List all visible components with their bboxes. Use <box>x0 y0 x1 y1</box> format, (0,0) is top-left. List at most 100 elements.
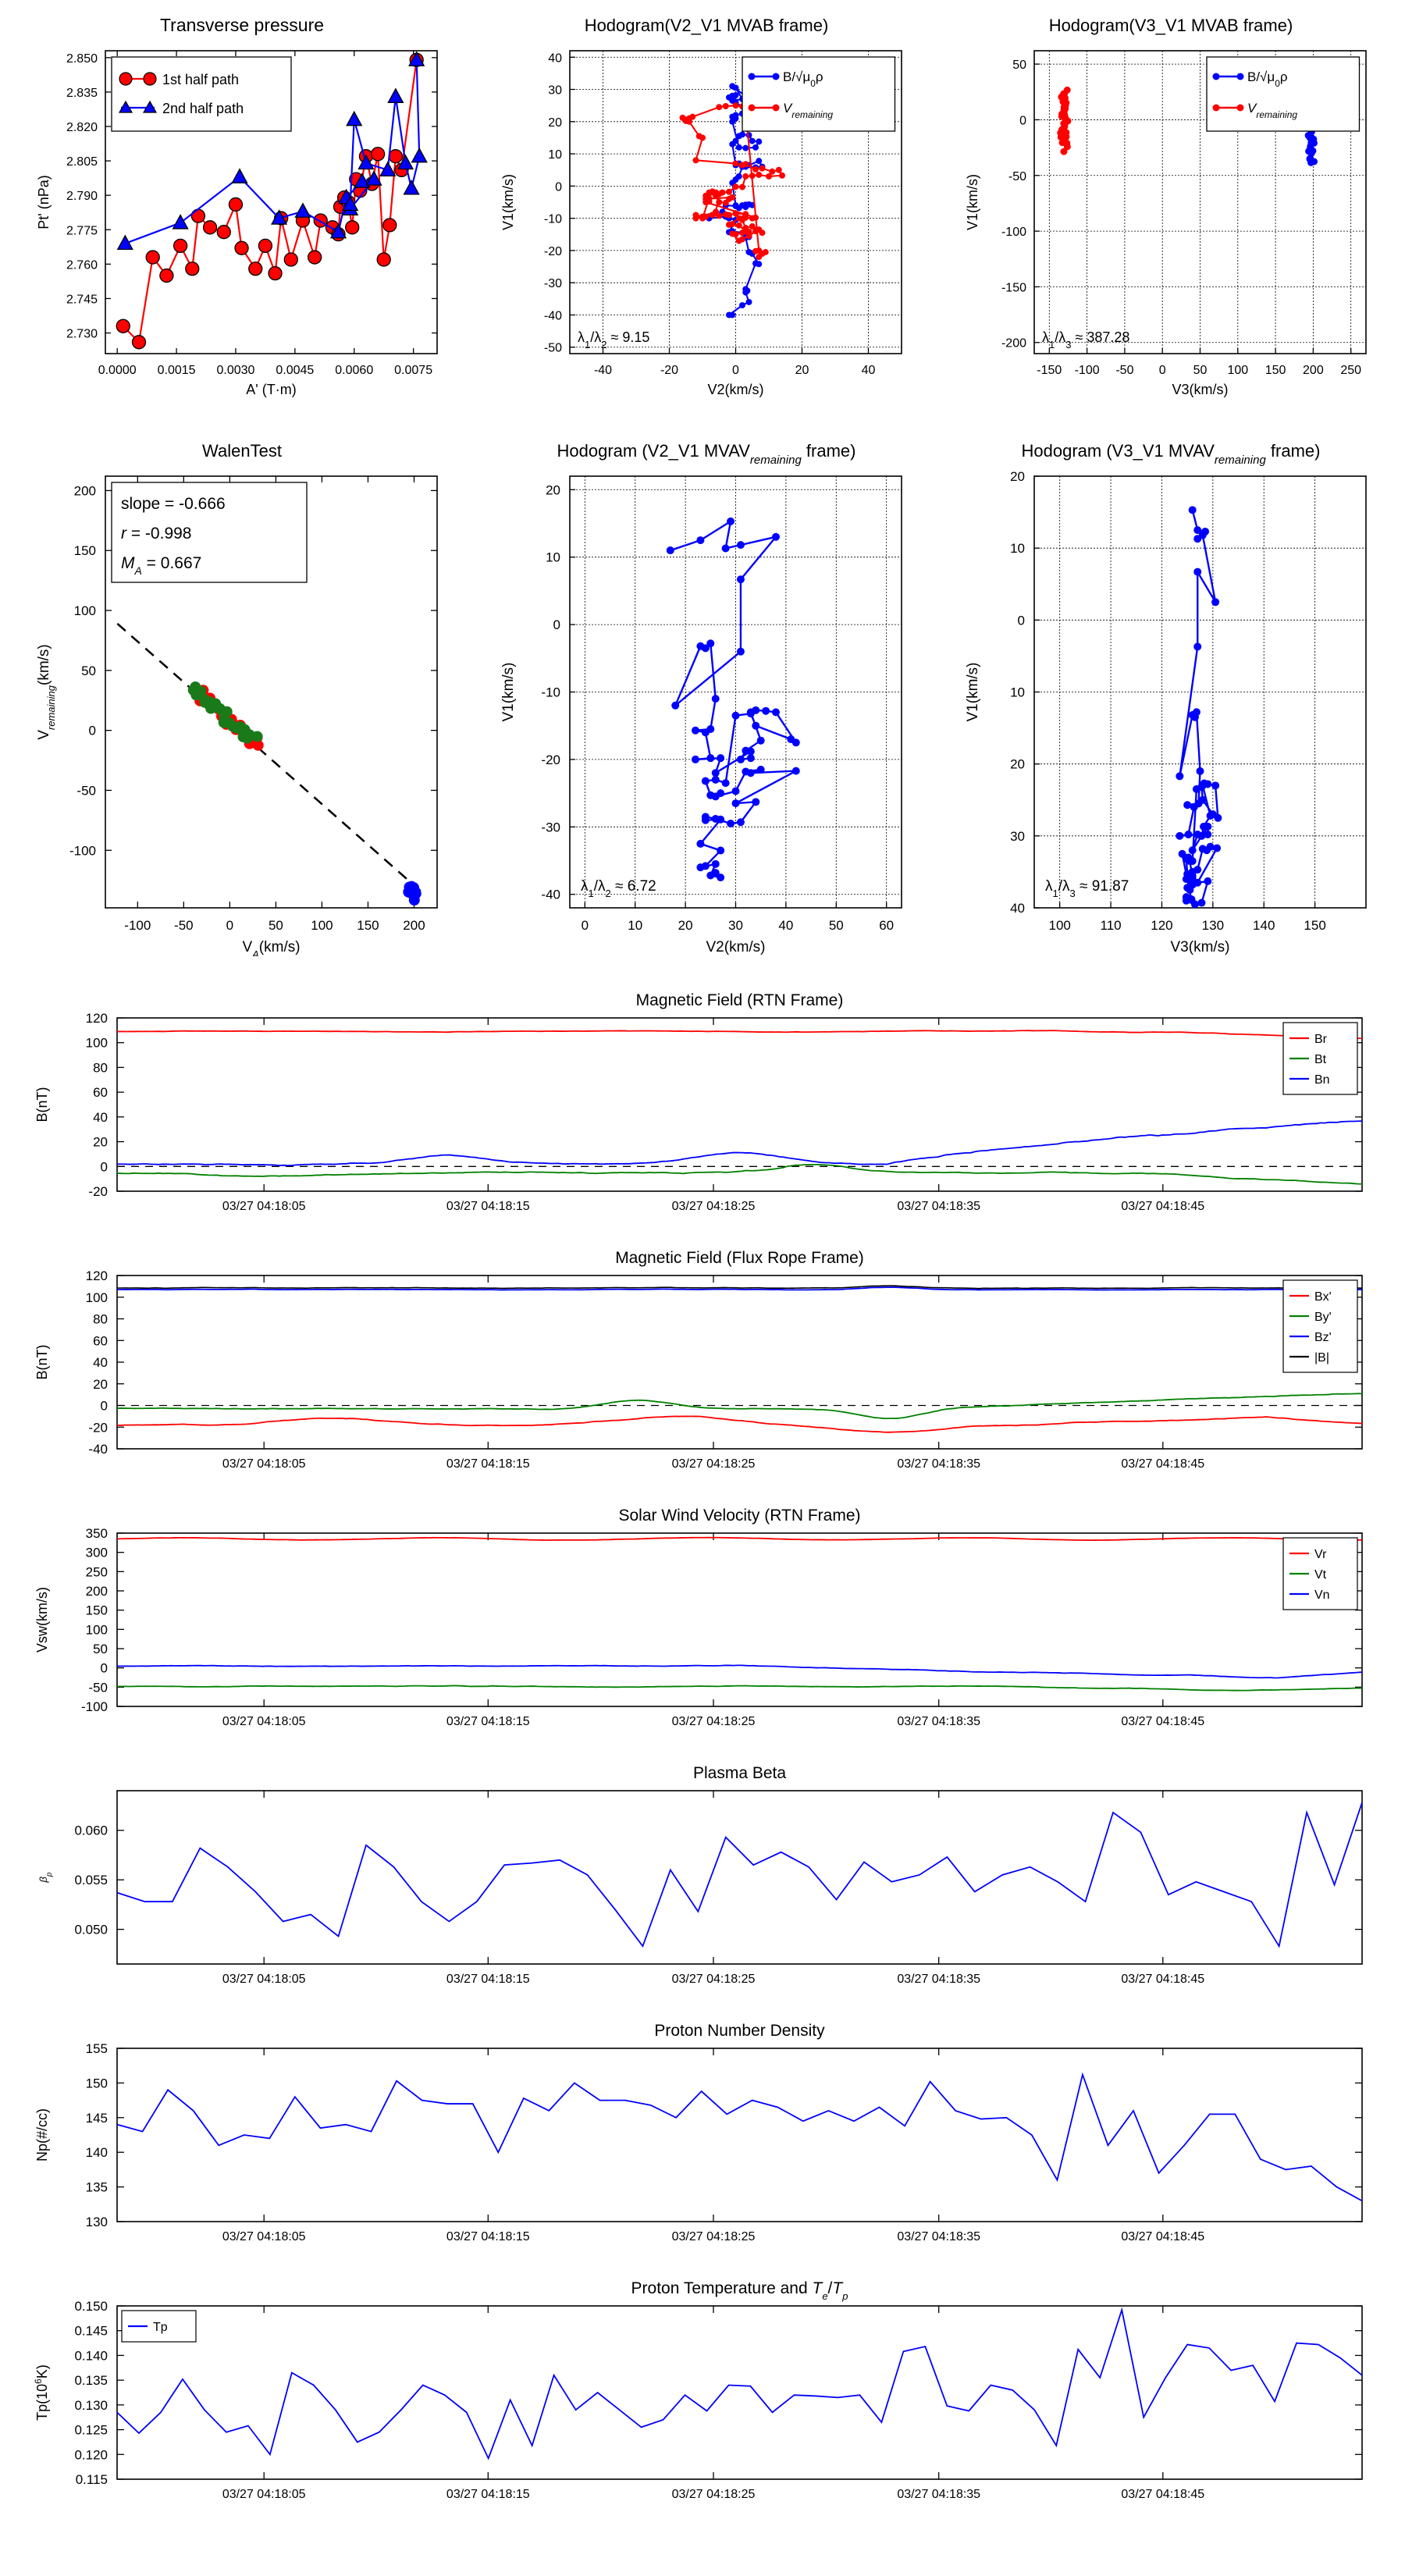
svg-text:03/27 04:18:15: 03/27 04:18:15 <box>446 1715 530 1728</box>
svg-text:2.730: 2.730 <box>66 328 98 341</box>
svg-text:V1(km/s): V1(km/s) <box>965 663 981 722</box>
svg-text:150: 150 <box>357 918 379 933</box>
svg-text:-50: -50 <box>1008 170 1026 183</box>
svg-text:150: 150 <box>74 543 96 558</box>
svg-text:Magnetic Field (RTN Frame): Magnetic Field (RTN Frame) <box>636 991 844 1009</box>
svg-text:03/27 04:18:35: 03/27 04:18:35 <box>897 1715 980 1728</box>
svg-text:-30: -30 <box>541 820 560 834</box>
svg-text:20: 20 <box>1010 469 1025 484</box>
svg-text:03/27 04:18:05: 03/27 04:18:05 <box>222 1200 306 1213</box>
svg-text:200: 200 <box>86 1584 108 1599</box>
svg-text:V1(km/s): V1(km/s) <box>965 174 980 230</box>
svg-text:100: 100 <box>86 1036 108 1051</box>
svg-text:0: 0 <box>582 918 589 933</box>
svg-text:100: 100 <box>86 1290 108 1305</box>
svg-text:B(nT): B(nT) <box>34 1087 50 1123</box>
svg-text:03/27 04:18:25: 03/27 04:18:25 <box>672 2230 756 2243</box>
svg-text:VA(km/s): VA(km/s) <box>242 939 300 956</box>
svg-text:20: 20 <box>93 1135 108 1150</box>
svg-text:30: 30 <box>1010 829 1025 844</box>
svg-text:10: 10 <box>546 550 560 565</box>
svg-text:10: 10 <box>1010 541 1025 556</box>
svg-text:Hodogram (V2_V1 MVAVremaining: Hodogram (V2_V1 MVAVremaining frame) <box>557 441 856 467</box>
svg-text:0.060: 0.060 <box>74 1823 108 1838</box>
svg-text:150: 150 <box>86 2076 108 2090</box>
svg-text:0: 0 <box>101 1399 108 1414</box>
svg-text:03/27 04:18:15: 03/27 04:18:15 <box>446 2230 530 2243</box>
svg-text:-100: -100 <box>124 918 151 933</box>
svg-text:-100: -100 <box>69 843 96 858</box>
svg-text:2.835: 2.835 <box>66 87 98 100</box>
svg-text:350: 350 <box>86 1526 108 1541</box>
svg-text:0.130: 0.130 <box>74 2398 108 2413</box>
svg-text:2.760: 2.760 <box>66 258 98 272</box>
svg-text:130: 130 <box>1202 918 1224 933</box>
svg-text:Vsw(km/s): Vsw(km/s) <box>34 1587 50 1653</box>
svg-text:Vr: Vr <box>1314 1548 1327 1561</box>
svg-text:20: 20 <box>548 116 562 130</box>
svg-text:A' (T·m): A' (T·m) <box>246 382 296 397</box>
svg-text:0.150: 0.150 <box>74 2299 108 2314</box>
svg-text:140: 140 <box>86 2145 108 2160</box>
svg-text:-20: -20 <box>88 1184 108 1199</box>
svg-text:-20: -20 <box>544 245 562 258</box>
svg-text:Hodogram(V2_V1 MVAB frame): Hodogram(V2_V1 MVAB frame) <box>585 16 829 35</box>
svg-text:03/27 04:18:15: 03/27 04:18:15 <box>446 1457 530 1471</box>
svg-text:03/27 04:18:45: 03/27 04:18:45 <box>1121 1973 1204 1986</box>
svg-text:120: 120 <box>86 1011 108 1026</box>
svg-text:03/27 04:18:05: 03/27 04:18:05 <box>222 1457 306 1471</box>
svg-text:λ1/λ3 ≈ 387.28: λ1/λ3 ≈ 387.28 <box>1042 329 1129 350</box>
svg-text:110: 110 <box>1101 918 1122 933</box>
svg-text:03/27 04:18:25: 03/27 04:18:25 <box>672 1200 756 1213</box>
svg-text:60: 60 <box>879 918 894 933</box>
svg-text:V1(km/s): V1(km/s) <box>500 663 517 722</box>
svg-text:140: 140 <box>1253 918 1275 933</box>
svg-text:03/27 04:18:25: 03/27 04:18:25 <box>672 1973 756 1986</box>
svg-text:Proton Number Density: Proton Number Density <box>654 2022 825 2040</box>
svg-text:130: 130 <box>86 2215 108 2229</box>
svg-text:03/27 04:18:05: 03/27 04:18:05 <box>222 1973 306 1986</box>
svg-text:0.0075: 0.0075 <box>394 364 432 377</box>
svg-text:0.0015: 0.0015 <box>158 364 196 377</box>
svg-text:60: 60 <box>93 1333 108 1348</box>
svg-text:-50: -50 <box>76 783 96 798</box>
svg-text:0: 0 <box>555 180 562 194</box>
svg-text:λ1/λ2 ≈ 6.72: λ1/λ2 ≈ 6.72 <box>581 878 656 899</box>
svg-text:-40: -40 <box>594 364 612 377</box>
svg-text:10: 10 <box>628 918 642 933</box>
svg-text:03/27 04:18:25: 03/27 04:18:25 <box>672 1715 756 1728</box>
svg-text:100: 100 <box>1049 918 1071 933</box>
svg-text:Vt: Vt <box>1314 1568 1327 1582</box>
svg-text:03/27 04:18:05: 03/27 04:18:05 <box>222 2230 306 2243</box>
svg-text:Magnetic Field (Flux Rope Fram: Magnetic Field (Flux Rope Frame) <box>615 1249 864 1267</box>
svg-text:250: 250 <box>1340 364 1361 377</box>
svg-text:10: 10 <box>1010 685 1025 700</box>
svg-text:50: 50 <box>1012 59 1026 72</box>
svg-text:1st half path: 1st half path <box>162 72 239 87</box>
svg-text:Br: Br <box>1314 1033 1328 1046</box>
svg-text:By': By' <box>1314 1311 1332 1324</box>
svg-text:20: 20 <box>678 918 693 933</box>
svg-text:50: 50 <box>829 918 844 933</box>
svg-text:120: 120 <box>1151 918 1172 933</box>
svg-text:20: 20 <box>1010 757 1025 772</box>
svg-text:03/27 04:18:45: 03/27 04:18:45 <box>1121 2488 1204 2501</box>
svg-text:-20: -20 <box>88 1420 108 1435</box>
svg-text:-30: -30 <box>544 277 562 290</box>
svg-text:Bn: Bn <box>1314 1073 1330 1087</box>
svg-text:Tp: Tp <box>153 2321 168 2334</box>
svg-text:20: 20 <box>93 1377 108 1392</box>
svg-text:V1(km/s): V1(km/s) <box>500 174 516 230</box>
svg-text:03/27 04:18:35: 03/27 04:18:35 <box>897 1457 980 1471</box>
svg-text:250: 250 <box>86 1564 108 1579</box>
svg-text:-10: -10 <box>544 213 562 226</box>
svg-text:0: 0 <box>226 918 233 933</box>
svg-text:30: 30 <box>548 84 562 98</box>
svg-text:150: 150 <box>1304 918 1325 933</box>
svg-text:40: 40 <box>778 918 793 933</box>
svg-text:03/27 04:18:25: 03/27 04:18:25 <box>672 1457 756 1471</box>
svg-text:03/27 04:18:15: 03/27 04:18:15 <box>446 1200 530 1213</box>
svg-text:Np(#/cc): Np(#/cc) <box>34 2108 50 2161</box>
svg-text:Hodogram(V3_V1 MVAB frame): Hodogram(V3_V1 MVAB frame) <box>1049 16 1293 35</box>
svg-text:2.850: 2.850 <box>66 52 98 66</box>
